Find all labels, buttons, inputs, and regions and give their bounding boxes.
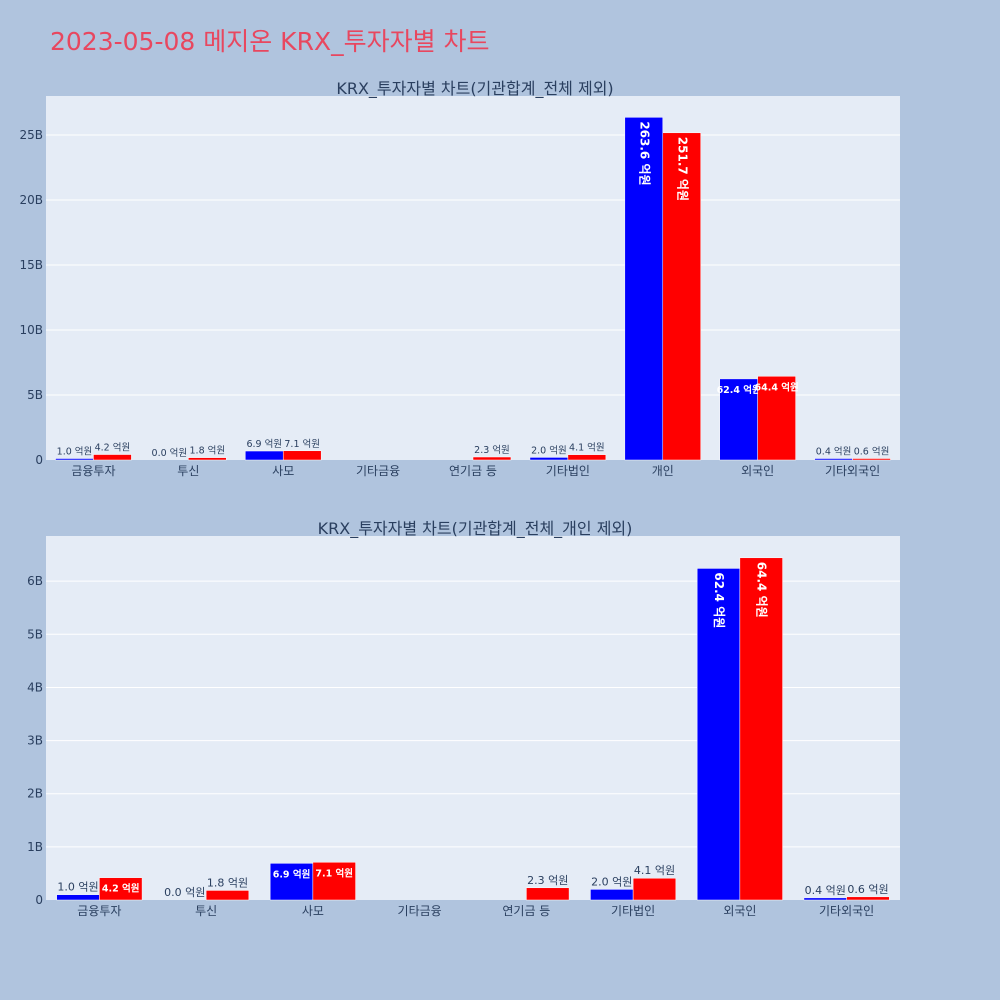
data-label: 0.4 억원 [805,884,846,897]
data-label: 0.4 억원 [816,446,852,458]
data-label: 251.7 억원 [675,137,689,201]
data-label: 64.4 억원 [755,381,799,393]
data-label: 1.0 억원 [57,881,98,894]
y-tick-label: 3B [27,734,43,748]
chart-title: KRX_투자자별 차트(기관합계_전체 제외) [336,79,613,99]
x-tick-label: 투신 [195,904,217,918]
sell-bar [632,877,677,901]
data-label: 64.4 억원 [755,562,769,618]
x-tick-label: 기타금융 [398,904,442,918]
page-title: 2023-05-08 메지온 KRX_투자자별 차트 [50,27,490,56]
sell-bar [757,376,796,461]
y-tick-label: 20B [19,193,43,207]
x-tick-label: 기타법인 [546,464,590,478]
x-tick-label: 투신 [177,464,199,478]
data-label: 0.6 억원 [847,883,888,896]
data-label: 0.0 억원 [164,886,205,899]
y-tick-label: 15B [19,258,43,272]
sell-bar [205,890,250,901]
data-label: 0.0 억원 [152,447,188,459]
x-tick-label: 개인 [652,464,674,478]
data-label: 2.0 억원 [591,875,632,888]
chart-top: KRX_투자자별 차트(기관합계_전체 제외) 0 5B 10B 15B 20B 25B 금융… [19,79,900,478]
y-tick-label: 25B [19,128,43,142]
data-label: 6.9 억원 [246,438,282,450]
data-label: 62.4 억원 [712,572,726,628]
chart-bottom: KRX_투자자별 차트(기관합계_전체_개인 제외) 0 1B 2B 3B 4B 5B 6B 금… [27,519,900,918]
x-tick-label: 금융투자 [71,464,115,478]
y-tick-label: 5B [27,388,43,402]
sell-bar [472,456,512,461]
sell-bar [526,887,570,901]
y-tick-label: 6B [27,574,43,588]
buy-bar [814,458,853,461]
data-label: 4.1 억원 [634,864,675,877]
x-tick-label: 사모 [302,904,324,918]
buy-bar [269,863,314,901]
y-tick-label: 0 [35,453,43,467]
buy-bar [696,568,741,901]
x-tick-label: 기타외국인 [819,904,874,918]
sell-bar [846,896,890,901]
data-label: 2.3 억원 [527,874,568,887]
sell-bar [312,862,356,901]
sell-bar [567,454,607,461]
buy-bar [56,894,100,901]
data-label: 7.1 억원 [284,438,320,450]
buy-bar [529,457,569,461]
x-tick-label: 외국인 [741,464,774,478]
buy-bar [719,378,758,461]
data-label: 1.8 억원 [207,876,248,889]
buy-bar [624,117,664,461]
data-label: 4.2 억원 [95,442,131,454]
sell-bar [662,132,701,461]
data-label: 2.3 억원 [474,444,510,456]
x-tick-label: 기타법인 [611,904,655,918]
data-label: 4.1 억원 [569,442,605,454]
x-tick-label: 연기금 등 [502,904,550,918]
buy-bar [590,889,634,901]
data-label: 7.1 억원 [315,867,353,879]
y-tick-label: 1B [27,840,43,854]
buy-bar [803,897,847,901]
data-label: 263.6 억원 [637,121,651,185]
x-tick-label: 금융투자 [77,904,121,918]
x-tick-label: 연기금 등 [449,464,497,478]
chart-title: KRX_투자자별 차트(기관합계_전체_개인 제외) [318,519,633,539]
data-label: 62.4 억원 [717,384,761,396]
data-label: 2.0 억원 [531,444,567,456]
x-tick-label: 사모 [272,464,294,478]
sell-bar [188,457,227,461]
data-label: 0.6 억원 [854,446,890,458]
sell-bar [99,877,143,901]
x-tick-label: 기타외국인 [825,464,880,478]
y-tick-label: 0 [35,893,43,907]
sell-bar [282,450,322,461]
data-label: 4.2 억원 [102,883,140,895]
x-tick-label: 외국인 [723,904,756,918]
data-label: 1.8 억원 [190,445,226,457]
sell-bar [739,557,783,901]
buy-bar [55,458,94,461]
x-tick-label: 기타금융 [356,464,400,478]
y-tick-label: 5B [27,627,43,641]
y-tick-label: 4B [27,680,43,694]
sell-bar [93,454,132,461]
data-label: 6.9 억원 [273,868,311,880]
y-tick-label: 10B [19,323,43,337]
data-label: 1.0 억원 [57,446,93,458]
y-tick-label: 2B [27,787,43,801]
sell-bar [852,458,891,461]
buy-bar [245,450,284,461]
